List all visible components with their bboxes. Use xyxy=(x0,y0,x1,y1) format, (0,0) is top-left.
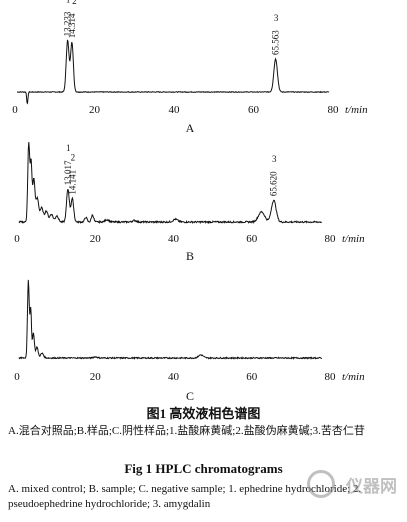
figure-legend-cn: A.混合对照品;B.样品;C.阴性样品;1.盐酸麻黄碱;2.盐酸伪麻黄碱;3.苦… xyxy=(8,425,365,437)
peak-number-label-B-1: 1 xyxy=(66,143,71,153)
x-tick-label-C-80: 80 xyxy=(325,371,337,383)
peak-number-label-A-3: 3 xyxy=(274,13,279,23)
peak-number-label-A-2: 2 xyxy=(72,0,77,6)
figure-title-cn: 图1 高效液相色谱图 xyxy=(146,406,261,421)
figure-legend-en: A. mixed control; B. sample; C. negative… xyxy=(8,483,362,510)
peak-number-label-A-1: 1 xyxy=(66,0,71,4)
panel-label-C: C xyxy=(186,389,194,400)
peak-number-label-B-2: 2 xyxy=(71,153,76,163)
chromatogram-figure: 020406080t/min13.233114.314265.5633A0204… xyxy=(12,0,368,400)
x-tick-label-C-20: 20 xyxy=(90,371,102,383)
x-tick-label-A-60: 60 xyxy=(248,104,260,116)
figure-title-en: Fig 1 HPLC chromatograms xyxy=(124,461,283,476)
x-axis-label-C: t/min xyxy=(342,371,365,383)
peak-rt-label-B-1: 13.017 xyxy=(63,160,73,185)
x-tick-label-C-40: 40 xyxy=(168,371,180,383)
peak-number-label-B-3: 3 xyxy=(272,154,277,164)
x-tick-label-C-0: 0 xyxy=(14,371,20,383)
chromatogram-trace-B xyxy=(18,142,322,225)
peak-rt-label-A-2: 14.314 xyxy=(67,13,77,38)
chromatogram-trace-C xyxy=(18,279,322,360)
peak-rt-label-A-3: 65.563 xyxy=(271,30,281,55)
x-tick-label-A-40: 40 xyxy=(169,104,181,116)
peak-rt-label-A-1: 13.233 xyxy=(63,11,73,36)
x-axis-label-A: t/min xyxy=(345,104,368,116)
x-tick-label-B-60: 60 xyxy=(246,233,258,245)
watermark-text: 仪器网 xyxy=(346,477,397,497)
x-tick-label-B-40: 40 xyxy=(168,233,180,245)
panel-label-B: B xyxy=(186,249,194,263)
chromatogram-trace-A xyxy=(17,39,330,105)
x-tick-label-C-60: 60 xyxy=(246,371,258,383)
x-axis-label-B: t/min xyxy=(342,233,365,245)
x-tick-label-B-80: 80 xyxy=(325,233,337,245)
panel-label-A: A xyxy=(186,121,195,135)
x-tick-label-B-0: 0 xyxy=(14,233,20,245)
x-tick-label-A-80: 80 xyxy=(328,104,340,116)
x-tick-label-A-0: 0 xyxy=(12,104,18,116)
peak-rt-label-B-2: 14.141 xyxy=(67,170,77,195)
x-tick-label-B-20: 20 xyxy=(90,233,102,245)
peak-rt-label-B-3: 65.620 xyxy=(269,171,279,196)
instrument-logo-icon xyxy=(307,470,335,498)
x-tick-label-A-20: 20 xyxy=(89,104,101,116)
